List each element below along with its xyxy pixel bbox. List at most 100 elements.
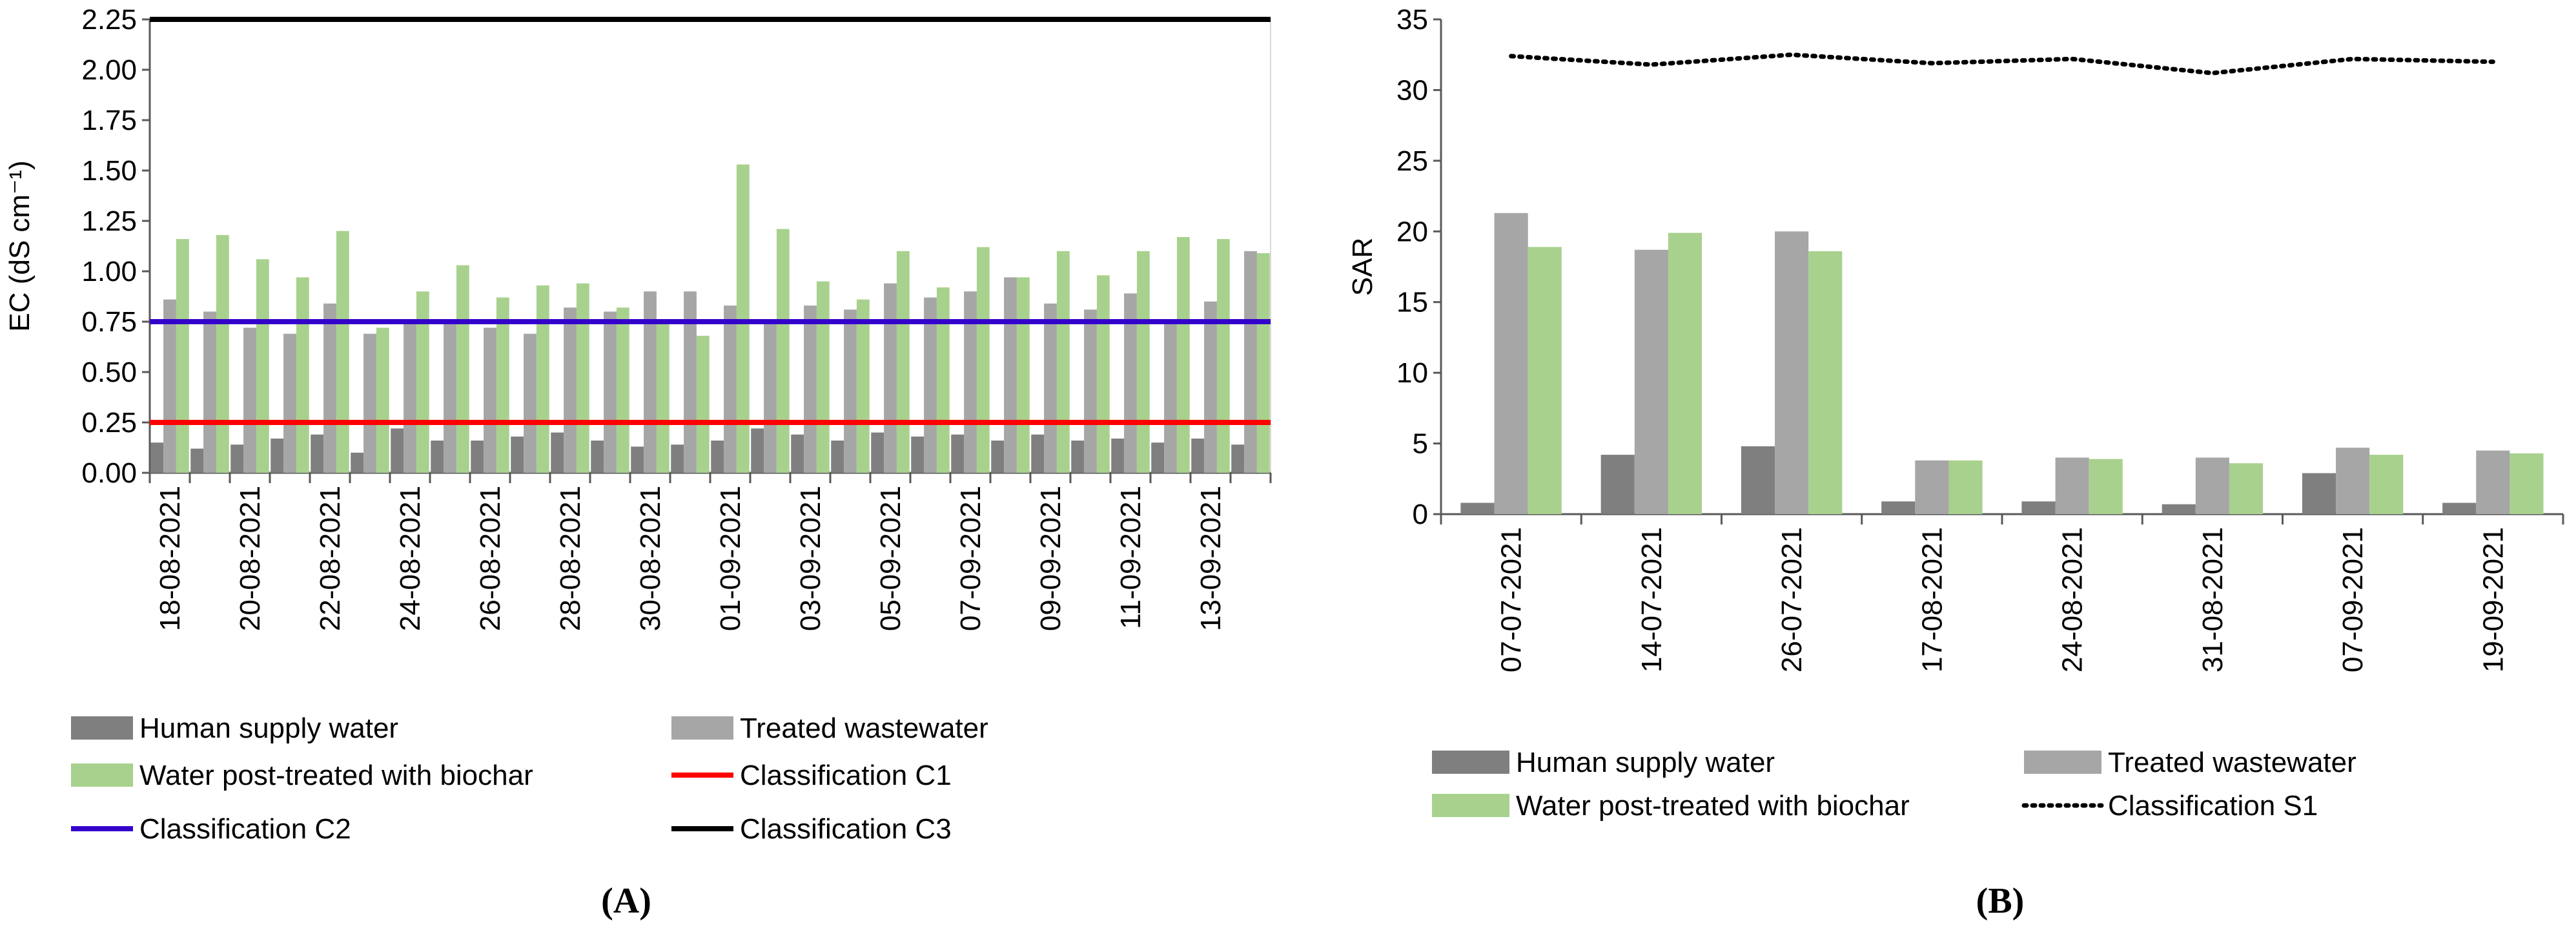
bar-water-post-treated-with-biochar bbox=[2510, 453, 2544, 514]
bar-water-post-treated-with-biochar bbox=[336, 231, 349, 473]
bar-water-post-treated-with-biochar bbox=[2089, 459, 2123, 514]
legend-swatch bbox=[671, 716, 733, 740]
bar-water-post-treated-with-biochar bbox=[256, 259, 269, 473]
y-tick-label: 0.25 bbox=[81, 407, 137, 439]
bar-treated-wastewater bbox=[1204, 301, 1217, 473]
bar-human-supply-water bbox=[2162, 504, 2196, 514]
bar-water-post-treated-with-biochar bbox=[696, 335, 710, 473]
bar-water-post-treated-with-biochar bbox=[656, 322, 670, 473]
legend-swatch bbox=[71, 763, 133, 787]
bar-treated-wastewater bbox=[484, 327, 496, 473]
chart-panel-a: 0.00 0.25 0.50 0.75 1.00 1.25 1.50 1.75 2.00 2.25… bbox=[4, 4, 1272, 921]
bar-human-supply-water bbox=[791, 434, 804, 473]
bar-water-post-treated-with-biochar bbox=[216, 234, 229, 473]
y-tick-label: 5 bbox=[1413, 428, 1428, 460]
x-tick-label: 26-07-2021 bbox=[1776, 527, 1808, 672]
legend-label: Classification C3 bbox=[740, 813, 952, 845]
x-tick-label: 03-09-2021 bbox=[795, 486, 826, 631]
bar-human-supply-water bbox=[951, 434, 965, 473]
bar-treated-wastewater bbox=[163, 299, 176, 473]
x-tick-label: 24-08-2021 bbox=[394, 486, 426, 631]
bar-human-supply-water bbox=[511, 436, 524, 473]
bar-water-post-treated-with-biochar bbox=[616, 307, 629, 473]
bar-treated-wastewater bbox=[844, 309, 857, 473]
bar-water-post-treated-with-biochar bbox=[496, 297, 509, 473]
panel-caption: (B) bbox=[1976, 881, 2025, 921]
bar-water-post-treated-with-biochar bbox=[1256, 253, 1270, 473]
x-tick-label: 30-08-2021 bbox=[635, 486, 666, 631]
bar-water-post-treated-with-biochar bbox=[1808, 251, 1843, 514]
bar-treated-wastewater bbox=[1915, 460, 1949, 514]
panel-caption: (A) bbox=[601, 881, 651, 921]
y-tick-label: 0.50 bbox=[81, 357, 137, 388]
bar-treated-wastewater bbox=[1244, 251, 1257, 473]
bar-human-supply-water bbox=[311, 434, 324, 473]
x-tick-label: 14-07-2021 bbox=[1636, 527, 1668, 672]
y-tick-label: 1.25 bbox=[81, 205, 137, 237]
bar-treated-wastewater bbox=[924, 297, 937, 473]
bar-treated-wastewater bbox=[1164, 322, 1177, 473]
bar-treated-wastewater bbox=[323, 303, 336, 473]
bar-treated-wastewater bbox=[1084, 309, 1097, 473]
bar-water-post-treated-with-biochar bbox=[2369, 455, 2404, 514]
bar-human-supply-water bbox=[631, 446, 644, 473]
bar-human-supply-water bbox=[671, 444, 684, 473]
bar-water-post-treated-with-biochar bbox=[1136, 251, 1150, 473]
bar-water-post-treated-with-biochar bbox=[296, 277, 309, 473]
legend-swatch bbox=[2024, 751, 2101, 774]
bar-water-post-treated-with-biochar bbox=[736, 164, 750, 473]
x-tick-label: 17-08-2021 bbox=[1916, 527, 1948, 672]
bar-treated-wastewater bbox=[283, 333, 296, 473]
bar-human-supply-water bbox=[2442, 503, 2477, 514]
bar-water-post-treated-with-biochar bbox=[536, 285, 549, 473]
bar-water-post-treated-with-biochar bbox=[896, 251, 910, 473]
y-tick-label: 10 bbox=[1396, 357, 1428, 389]
y-tick-label: 0 bbox=[1413, 499, 1428, 530]
bar-human-supply-water bbox=[911, 436, 925, 473]
bar-water-post-treated-with-biochar bbox=[416, 291, 429, 473]
x-tick-label: 31-08-2021 bbox=[2197, 527, 2229, 672]
bar-human-supply-water bbox=[2302, 473, 2336, 514]
bar-human-supply-water bbox=[751, 428, 764, 473]
bar-human-supply-water bbox=[1031, 434, 1045, 473]
x-tick-label: 01-09-2021 bbox=[715, 486, 746, 631]
y-tick-label: 1.00 bbox=[81, 256, 137, 287]
x-tick-label: 24-08-2021 bbox=[2057, 527, 2089, 672]
bar-water-post-treated-with-biochar bbox=[1096, 275, 1110, 473]
bar-treated-wastewater bbox=[684, 291, 697, 473]
bar-human-supply-water bbox=[190, 448, 204, 473]
bar-human-supply-water bbox=[711, 441, 724, 473]
bar-treated-wastewater bbox=[764, 322, 777, 473]
x-tick-label: 22-08-2021 bbox=[314, 486, 346, 631]
bar-treated-wastewater bbox=[2476, 450, 2510, 514]
bar-water-post-treated-with-biochar bbox=[1056, 251, 1070, 473]
bar-human-supply-water bbox=[1191, 438, 1205, 473]
bar-water-post-treated-with-biochar bbox=[456, 265, 469, 473]
bar-human-supply-water bbox=[591, 441, 604, 473]
bar-water-post-treated-with-biochar bbox=[1176, 236, 1190, 473]
bar-human-supply-water bbox=[1071, 441, 1085, 473]
bar-human-supply-water bbox=[150, 442, 164, 473]
bar-treated-wastewater bbox=[1044, 303, 1057, 473]
chart-panel-b: 0 5 10 15 20 25 30 35 SAR 07-07-2021 14-07-2021 26-… bbox=[1347, 4, 2564, 921]
bar-water-post-treated-with-biochar bbox=[856, 299, 870, 473]
legend-label: Treated wastewater bbox=[2108, 747, 2356, 778]
bar-human-supply-water bbox=[391, 428, 404, 473]
bar-water-post-treated-with-biochar bbox=[1948, 460, 1983, 514]
bar-treated-wastewater bbox=[724, 306, 737, 473]
bar-human-supply-water bbox=[871, 432, 884, 473]
bar-treated-wastewater bbox=[1634, 249, 1668, 514]
x-tick-label: 05-09-2021 bbox=[875, 486, 906, 631]
reference-line-classification-s1 bbox=[1509, 52, 2495, 76]
bar-treated-wastewater bbox=[564, 307, 577, 473]
legend-label: Classification C1 bbox=[740, 760, 952, 791]
bar-treated-wastewater bbox=[363, 333, 376, 473]
legend-label: Classification C2 bbox=[139, 813, 351, 845]
x-tick-label: 11-09-2021 bbox=[1115, 486, 1147, 629]
bar-treated-wastewater bbox=[404, 319, 416, 473]
legend-label: Human supply water bbox=[139, 712, 398, 744]
y-axis-title: EC (dS cm⁻¹) bbox=[4, 160, 36, 331]
y-tick-label: 20 bbox=[1396, 216, 1428, 247]
bar-human-supply-water bbox=[831, 441, 844, 473]
